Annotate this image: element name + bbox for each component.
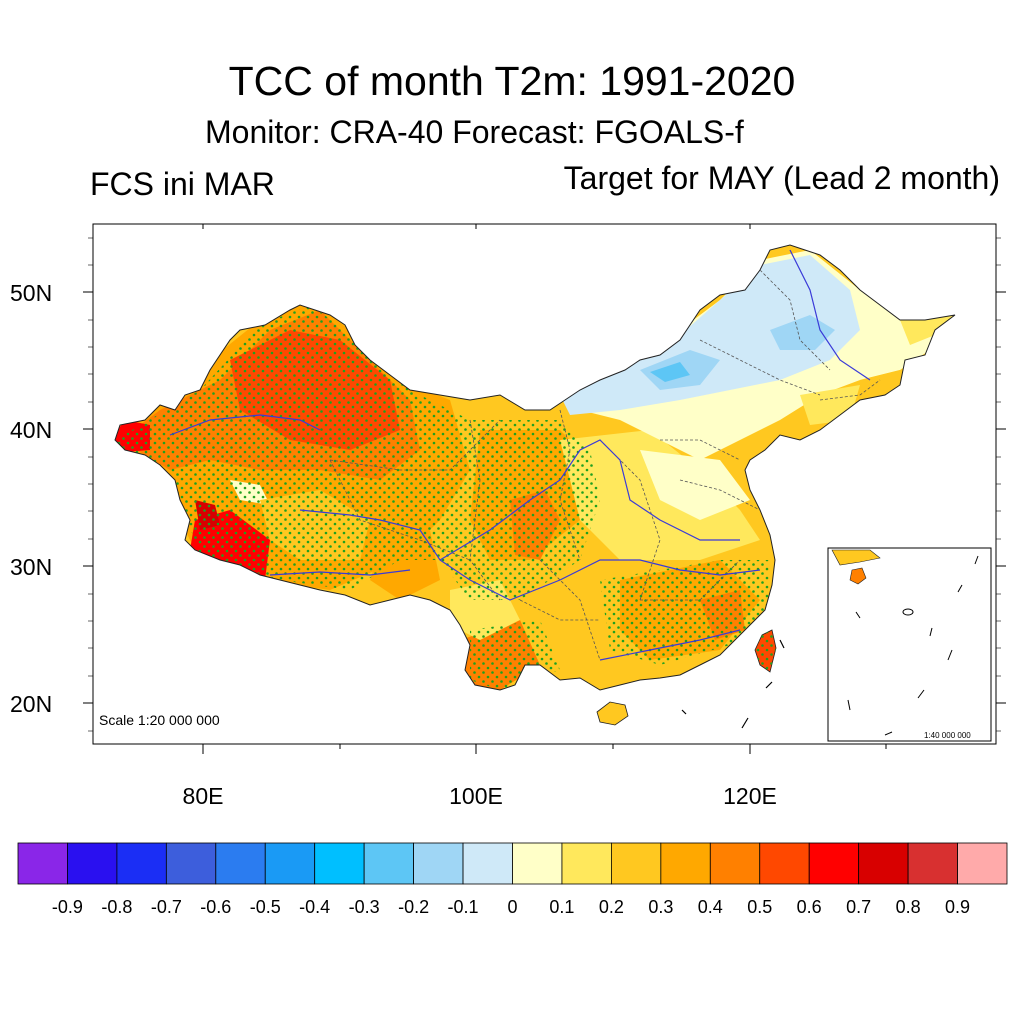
colorbar-tick-label: -0.9 bbox=[51, 897, 83, 917]
colorbar-swatch bbox=[759, 842, 810, 885]
colorbar-swatch bbox=[512, 842, 563, 885]
lat-label-20n: 20N bbox=[10, 691, 53, 717]
colorbar-tick-label: 0.8 bbox=[895, 897, 921, 917]
colorbar-tick-label: -0.8 bbox=[101, 897, 133, 917]
forecast-init-label: FCS ini MAR bbox=[90, 166, 275, 202]
lon-label-100e: 100E bbox=[449, 783, 503, 809]
colorbar-tick-label: -0.7 bbox=[150, 897, 182, 917]
target-label: Target for MAY (Lead 2 month) bbox=[563, 160, 1000, 196]
colorbar bbox=[17, 842, 1008, 885]
colorbar-swatch bbox=[116, 842, 167, 885]
colorbar-tick-label: -0.6 bbox=[200, 897, 232, 917]
lon-label-120e: 120E bbox=[723, 783, 777, 809]
colorbar-swatch bbox=[611, 842, 662, 885]
colorbar-tick-label: 0.6 bbox=[796, 897, 822, 917]
colorbar-tick-label: -0.2 bbox=[398, 897, 430, 917]
map-subtitle: Monitor: CRA-40 Forecast: FGOALS-f bbox=[205, 114, 744, 150]
colorbar-tick-label: 0 bbox=[507, 897, 518, 917]
colorbar-tick-label: 0.9 bbox=[945, 897, 971, 917]
colorbar-swatch bbox=[215, 842, 266, 885]
colorbar-tick-label: 0.7 bbox=[846, 897, 872, 917]
colorbar-swatch bbox=[413, 842, 464, 885]
colorbar-tick-label: -0.1 bbox=[447, 897, 479, 917]
colorbar-swatch bbox=[709, 842, 761, 885]
map-title: TCC of month T2m: 1991-2020 bbox=[228, 58, 796, 104]
colorbar-swatch bbox=[660, 842, 711, 885]
scale-label: Scale 1:20 000 000 bbox=[99, 712, 220, 728]
colorbar-swatch bbox=[858, 842, 909, 885]
lat-label-30n: 30N bbox=[10, 554, 53, 580]
colorbar-tick-label: -0.5 bbox=[249, 897, 281, 917]
colorbar-swatch bbox=[957, 842, 1008, 885]
colorbar-swatch bbox=[561, 842, 612, 885]
lat-label-40n: 40N bbox=[10, 417, 53, 443]
lat-label-50n: 50N bbox=[10, 280, 53, 306]
lon-label-80e: 80E bbox=[182, 783, 224, 809]
colorbar-swatch bbox=[314, 842, 365, 885]
colorbar-tick-label: 0.5 bbox=[747, 897, 773, 917]
inset-scale-label: 1:40 000 000 bbox=[924, 731, 971, 740]
colorbar-swatch bbox=[264, 842, 316, 885]
colorbar-tick-label: 0.4 bbox=[697, 897, 723, 917]
colorbar-tick-label: 0.2 bbox=[598, 897, 624, 917]
colorbar-swatch bbox=[165, 842, 217, 885]
colorbar-swatch bbox=[17, 842, 68, 885]
colorbar-swatch bbox=[363, 842, 414, 885]
colorbar-tick-label: -0.4 bbox=[299, 897, 331, 917]
colorbar-tick-label: -0.3 bbox=[348, 897, 380, 917]
colorbar-swatch bbox=[907, 842, 958, 885]
colorbar-tick-label: 0.1 bbox=[549, 897, 575, 917]
colorbar-tick-label: 0.3 bbox=[648, 897, 674, 917]
colorbar-swatch bbox=[462, 842, 513, 885]
colorbar-swatch bbox=[67, 842, 118, 885]
colorbar-swatch bbox=[808, 842, 860, 885]
